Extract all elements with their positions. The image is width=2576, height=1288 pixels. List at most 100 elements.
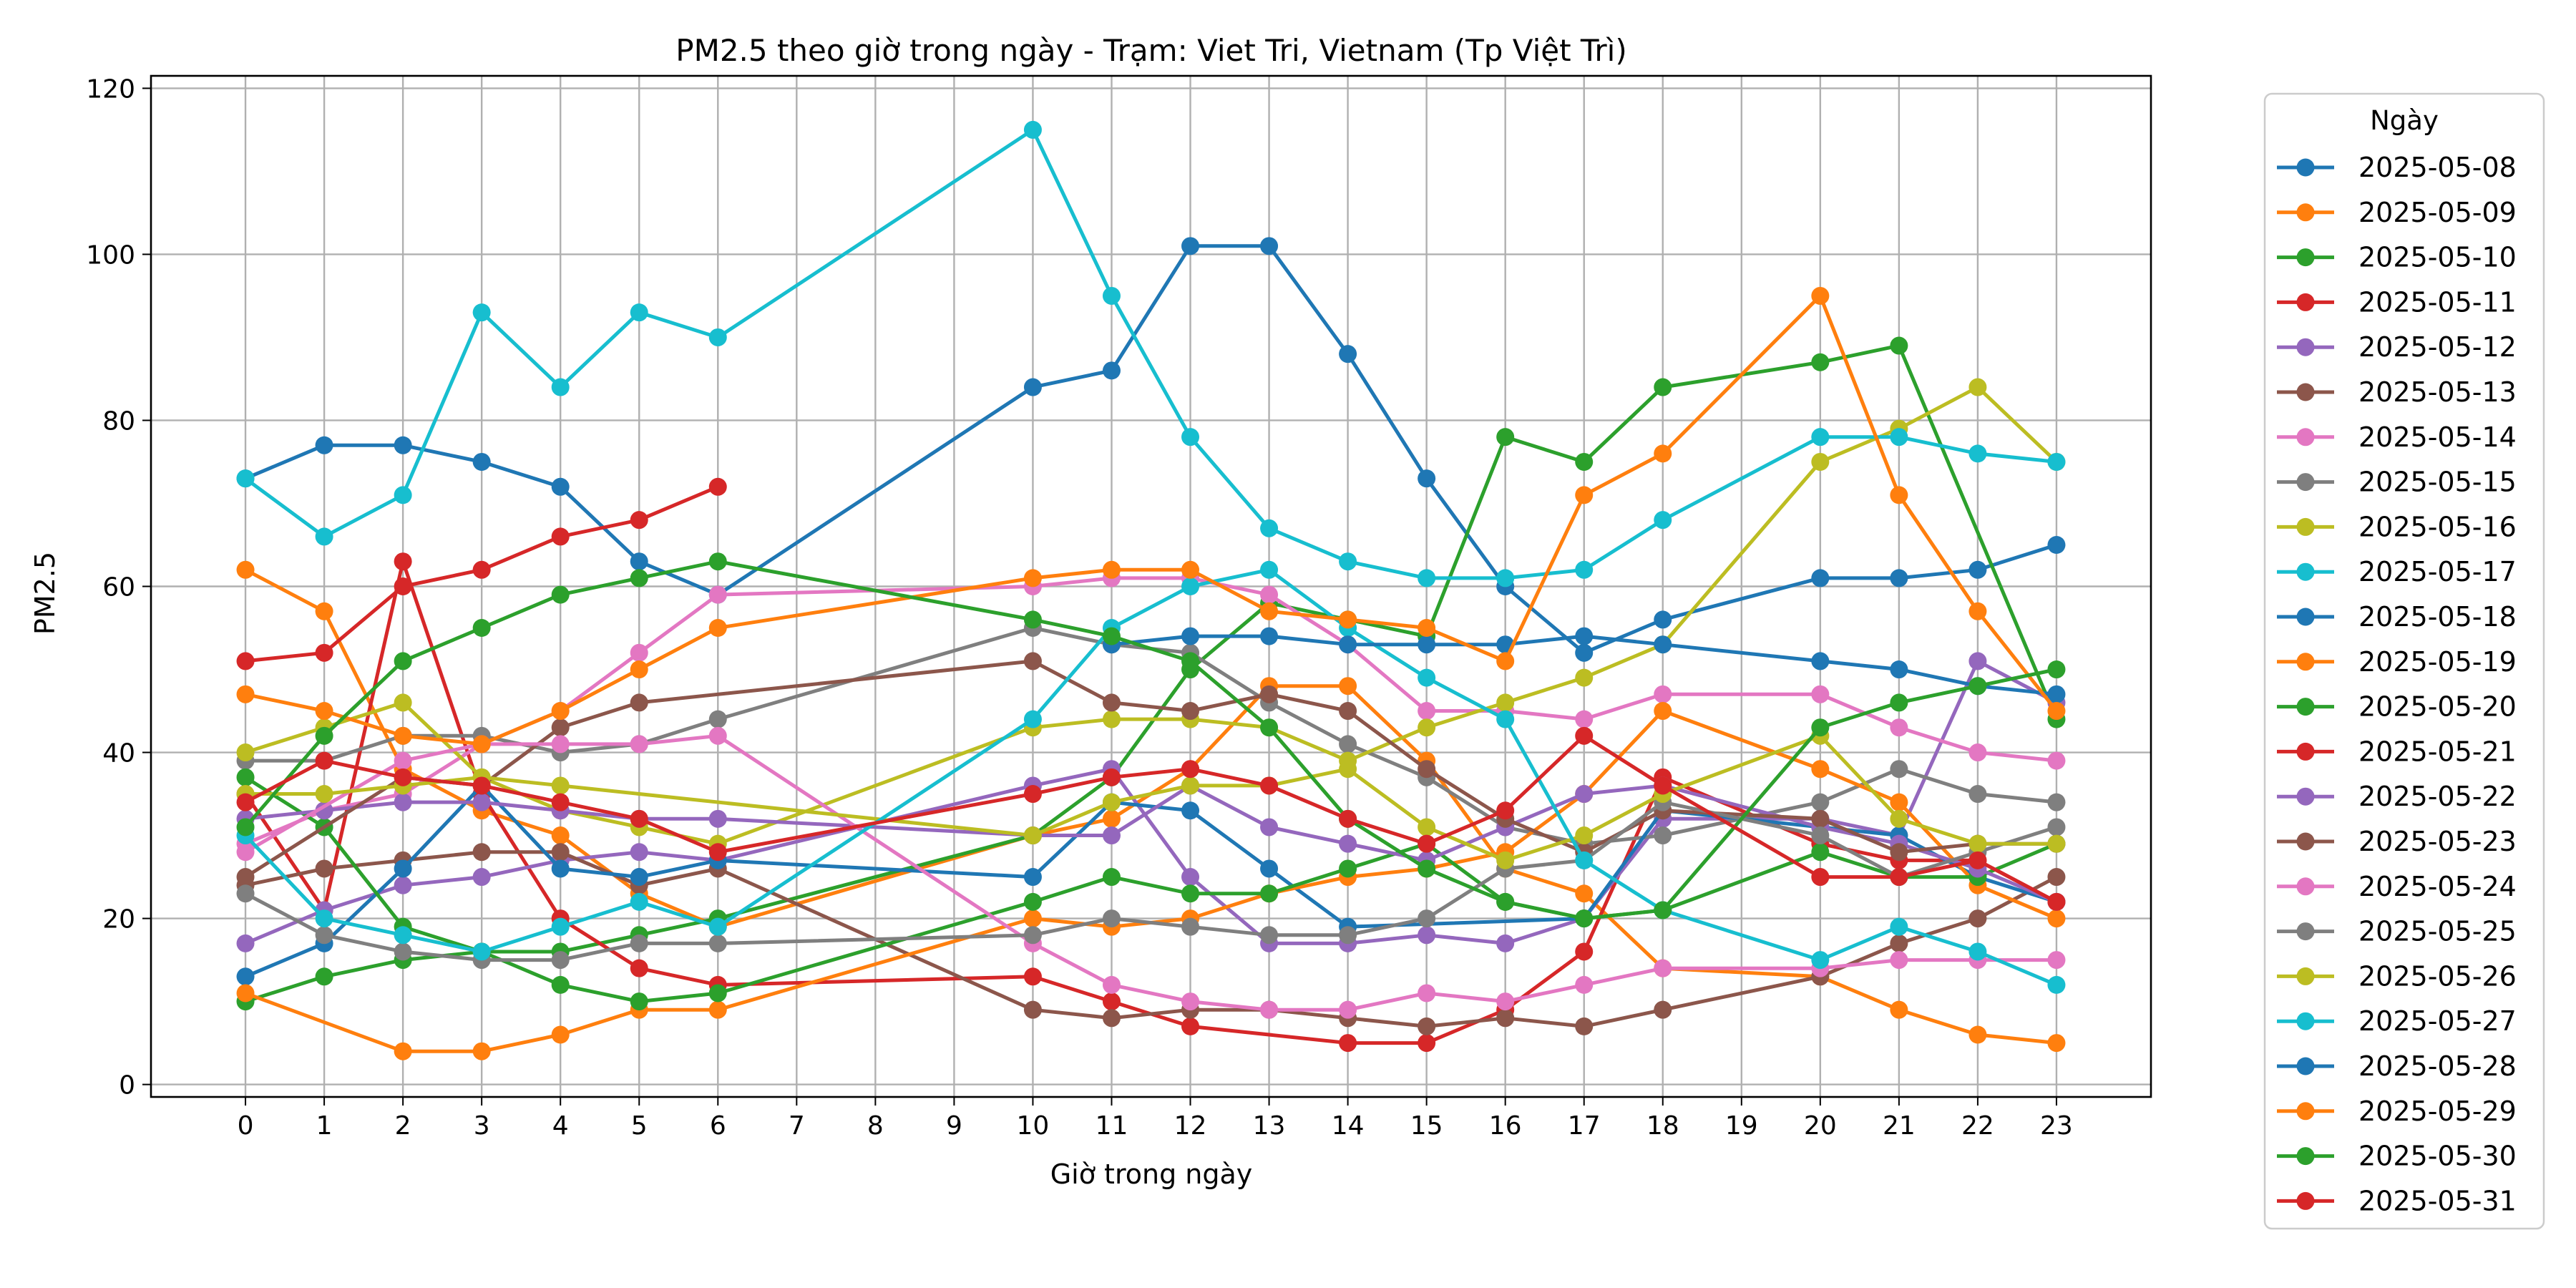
data-point: [630, 892, 648, 911]
data-point: [1260, 627, 1279, 645]
series-lines: [236, 120, 2066, 1060]
data-point: [1811, 826, 1830, 845]
data-point: [1654, 1000, 1672, 1019]
data-point: [1181, 652, 1200, 670]
data-point: [1260, 1000, 1279, 1019]
data-point: [1181, 801, 1200, 820]
data-point: [708, 552, 727, 571]
data-point: [1418, 1034, 1436, 1053]
legend-marker: [2296, 877, 2315, 896]
legend-label: 2025-05-27: [2358, 1005, 2517, 1037]
x-tick-label: 2: [395, 1111, 411, 1141]
data-point: [1260, 776, 1279, 795]
data-point: [472, 868, 491, 887]
data-point: [551, 951, 570, 970]
data-point: [1575, 486, 1594, 504]
data-point: [1890, 428, 1908, 447]
series-line: [1111, 634, 2057, 696]
data-point: [1023, 610, 1042, 629]
data-point: [1968, 444, 1987, 463]
data-point: [1890, 917, 1908, 936]
x-axis-ticks: 0 1 2 3 4 5 6 7 8 9 10 11 12 13 14 15 16 17 18 19 20 21 22 23: [238, 1097, 2073, 1141]
data-point: [315, 602, 333, 620]
x-tick-label: 3: [474, 1111, 490, 1141]
data-point: [1260, 602, 1279, 620]
data-point: [708, 809, 727, 828]
data-point: [1102, 710, 1121, 728]
legend-item: 2025-05-23: [2277, 826, 2517, 857]
data-point: [2047, 1034, 2066, 1053]
data-point: [551, 776, 570, 795]
legend-marker: [2296, 203, 2315, 222]
series-2025-05-29: [236, 286, 2066, 753]
series-2025-05-31: [236, 726, 2066, 911]
data-point: [2047, 751, 2066, 770]
data-point: [394, 552, 412, 571]
data-point: [1339, 834, 1357, 853]
legend-label: 2025-05-15: [2358, 467, 2517, 498]
data-point: [394, 693, 412, 712]
x-tick-label: 6: [710, 1111, 726, 1141]
x-tick-label: 12: [1174, 1111, 1207, 1141]
series-line: [245, 733, 2057, 862]
data-point: [315, 436, 333, 454]
data-point: [1811, 951, 1830, 970]
series-line: [245, 293, 2058, 746]
data-point: [1811, 569, 1830, 587]
data-point: [1339, 702, 1357, 721]
data-point: [1654, 826, 1672, 845]
data-point: [315, 926, 333, 945]
data-point: [551, 585, 570, 604]
data-point: [236, 843, 255, 862]
data-point: [1496, 934, 1515, 952]
data-point: [2047, 818, 2066, 836]
data-point: [1968, 378, 1987, 396]
x-tick-label: 20: [1804, 1111, 1837, 1141]
data-point: [1575, 726, 1594, 745]
legend-marker: [2296, 293, 2315, 311]
data-point: [1811, 843, 1830, 862]
x-tick-label: 8: [867, 1111, 884, 1141]
data-point: [1023, 652, 1042, 670]
data-point: [1575, 909, 1594, 928]
data-point: [1496, 693, 1515, 712]
legend-label: 2025-05-11: [2358, 286, 2517, 318]
data-point: [1102, 975, 1121, 994]
data-point: [315, 801, 333, 820]
data-point: [1575, 643, 1594, 662]
data-point: [1181, 760, 1200, 779]
data-point: [1418, 909, 1436, 928]
legend-item: 2025-05-18: [2277, 601, 2517, 633]
series-line: [245, 850, 2058, 1028]
x-tick-label: 1: [316, 1111, 333, 1141]
data-point: [1181, 577, 1200, 595]
data-point: [1811, 428, 1830, 447]
data-point: [1890, 693, 1908, 712]
data-point: [472, 303, 491, 322]
legend-label: 2025-05-30: [2358, 1141, 2517, 1172]
data-point: [551, 378, 570, 396]
data-point: [1890, 569, 1908, 587]
data-point: [551, 917, 570, 936]
data-point: [630, 843, 648, 862]
legend-label: 2025-05-10: [2358, 242, 2517, 273]
legend-label: 2025-05-23: [2358, 826, 2517, 857]
data-point: [1968, 743, 1987, 762]
data-point: [708, 917, 727, 936]
data-point: [472, 560, 491, 579]
data-point: [708, 934, 727, 952]
data-point: [1968, 909, 1987, 928]
data-point: [630, 569, 648, 587]
data-point: [1102, 693, 1121, 712]
data-point: [630, 735, 648, 753]
data-point: [1575, 627, 1594, 645]
data-point: [630, 643, 648, 662]
series-line: [244, 567, 2057, 987]
legend-item: 2025-05-24: [2277, 871, 2517, 902]
data-point: [551, 826, 570, 845]
data-point: [1260, 685, 1279, 703]
data-point: [1181, 702, 1200, 721]
x-tick-label: 16: [1489, 1111, 1522, 1141]
x-tick-label: 18: [1646, 1111, 1679, 1141]
legend-label: 2025-05-28: [2358, 1050, 2517, 1082]
